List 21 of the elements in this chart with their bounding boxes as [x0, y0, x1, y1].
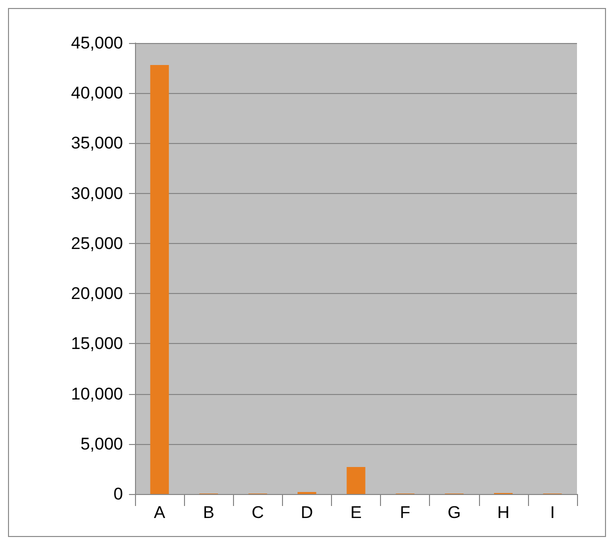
- y-tick-label: 40,000: [71, 84, 123, 103]
- y-tick-label: 20,000: [71, 284, 123, 304]
- x-tick-label: H: [497, 503, 510, 522]
- y-tick-label: 5,000: [80, 434, 123, 454]
- y-tick-label: 30,000: [71, 184, 123, 203]
- y-tick-label: 10,000: [71, 384, 123, 404]
- y-tick-label: 0: [114, 484, 123, 504]
- x-tick-label: B: [202, 503, 214, 522]
- x-tick-label: E: [350, 503, 362, 522]
- y-tick-label: 25,000: [71, 234, 123, 253]
- y-tick-label: 35,000: [71, 134, 123, 153]
- x-tick-label: I: [550, 503, 555, 522]
- x-tick-label: F: [400, 503, 410, 522]
- bar: [346, 466, 366, 494]
- y-tick-label: 15,000: [71, 334, 123, 354]
- y-tick-label: 45,000: [71, 34, 123, 52]
- bar: [150, 65, 169, 494]
- x-tick-label: G: [448, 503, 461, 522]
- x-tick-label: A: [154, 503, 166, 522]
- x-tick-label: D: [300, 503, 314, 522]
- x-tick-label: C: [252, 503, 264, 522]
